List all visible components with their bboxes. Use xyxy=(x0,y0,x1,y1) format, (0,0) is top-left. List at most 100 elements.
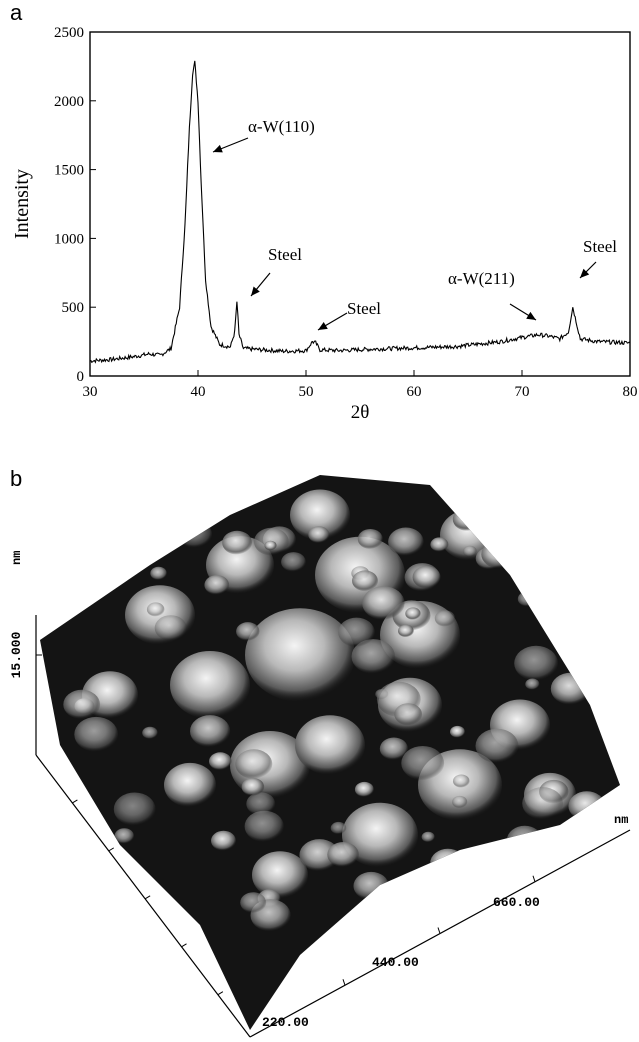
surface-grain xyxy=(64,848,99,876)
surface-grain xyxy=(146,602,165,617)
surface-grain xyxy=(330,821,347,835)
axis-tick-mark xyxy=(144,895,151,900)
surface-grain xyxy=(412,566,441,589)
afm-surface-image: nm 15.000 nm 220.00 440.00 660.00 xyxy=(9,475,631,1038)
xrd-chart: 30 40 50 60 70 80 0 500 1000 1500 2000 2500 α-W(110… xyxy=(11,25,638,423)
surface-grain xyxy=(299,839,340,872)
surface-grain xyxy=(434,610,456,627)
surface-grain xyxy=(222,530,253,555)
axis-tick-660: 660.00 xyxy=(493,895,540,910)
surface-grain xyxy=(178,520,213,548)
surface-grain xyxy=(114,828,135,844)
surface-grain xyxy=(290,489,350,541)
surface-grain xyxy=(43,802,80,832)
surface-grain xyxy=(353,871,389,901)
x-tick-label: 50 xyxy=(299,384,314,400)
axis-tick-mark xyxy=(108,847,115,852)
y-tick-label: 500 xyxy=(62,300,85,316)
surface-grain xyxy=(481,540,517,569)
surface-grain xyxy=(75,904,112,933)
y-tick-label: 2500 xyxy=(54,25,84,41)
x-tick-label: 70 xyxy=(515,384,530,400)
y-tick-label: 2000 xyxy=(54,94,84,110)
surface-grain xyxy=(338,617,375,647)
surface-grain xyxy=(517,591,537,607)
surface-grain xyxy=(295,715,365,775)
surface-grain xyxy=(558,517,594,546)
surface-grain xyxy=(142,726,158,740)
intensity-series-line xyxy=(89,60,631,364)
surface-grain xyxy=(252,851,308,899)
surface-grain xyxy=(150,566,167,581)
surface-grain xyxy=(550,672,592,705)
surface-grain xyxy=(525,678,540,690)
surface-grain xyxy=(569,815,608,846)
surface-grain xyxy=(209,752,232,771)
annotation-arrowhead xyxy=(213,144,223,153)
peak-annotation: Steel xyxy=(268,245,302,264)
surface-grain xyxy=(154,615,187,641)
annotation-arrowhead xyxy=(318,322,328,330)
surface-grain xyxy=(74,716,119,752)
axis-tick-mark xyxy=(181,943,187,948)
left-axis xyxy=(35,754,251,1038)
surface-grain xyxy=(100,891,116,904)
surface-grain xyxy=(42,858,86,893)
z-axis-value: 15.000 xyxy=(9,631,24,678)
surface-grain xyxy=(352,570,378,592)
surface-grain xyxy=(351,639,396,674)
surface-grain xyxy=(382,894,402,911)
surface-grain xyxy=(453,774,470,788)
panel-label-b: b xyxy=(10,466,23,491)
surface-grain xyxy=(405,607,421,620)
surface-grain xyxy=(430,537,449,552)
surface-grain xyxy=(246,792,276,816)
surface-grain xyxy=(530,600,547,613)
surface-grain xyxy=(264,540,277,551)
annotation-arrowhead xyxy=(251,286,260,296)
plot-frame xyxy=(89,31,631,377)
surface-grain xyxy=(569,881,586,895)
surface-grain xyxy=(327,842,359,868)
surface-grain xyxy=(63,689,101,720)
surface-grain xyxy=(394,703,423,726)
axis-tick-mark xyxy=(532,875,536,882)
surface-grain xyxy=(342,802,418,868)
surface-grain xyxy=(452,795,468,809)
surface-grain xyxy=(357,529,383,549)
z-axis-unit: nm xyxy=(10,551,24,565)
surface-grain xyxy=(170,651,250,719)
axis-tick-mark xyxy=(72,799,78,804)
surface-grain xyxy=(522,787,563,820)
surface-grain xyxy=(354,781,374,798)
surface-grain xyxy=(190,715,231,748)
surface-grain xyxy=(490,860,514,879)
surface-grain xyxy=(235,749,273,779)
surface-grain xyxy=(469,890,495,910)
y-tick-label: 0 xyxy=(77,369,85,385)
surface-grain xyxy=(469,493,506,522)
surface-grain xyxy=(570,568,614,604)
surface-grain xyxy=(536,601,562,622)
annotation-arrowhead xyxy=(526,311,536,320)
surface-grain xyxy=(240,892,267,913)
x-tick-label: 80 xyxy=(623,384,638,400)
surface-grain xyxy=(113,792,156,826)
surface-grain xyxy=(308,526,330,544)
surface-grain xyxy=(475,728,519,764)
surface-grain xyxy=(398,624,414,638)
axis-tick-440: 440.00 xyxy=(372,955,419,970)
surface-grain xyxy=(244,810,284,843)
x-tick-label: 40 xyxy=(191,384,206,400)
surface-grain xyxy=(430,848,466,878)
axis-tick-220: 220.00 xyxy=(262,1015,309,1030)
surface-grain xyxy=(48,585,82,612)
surface-grain xyxy=(164,762,216,808)
axis-tick-mark xyxy=(342,979,346,986)
surface-grain xyxy=(236,622,260,641)
surface-grain xyxy=(421,831,435,843)
peak-annotation: Steel xyxy=(583,237,617,256)
surface-grain xyxy=(80,548,111,572)
surface-grain xyxy=(281,552,306,572)
y-axis-label: Intensity xyxy=(11,169,33,239)
